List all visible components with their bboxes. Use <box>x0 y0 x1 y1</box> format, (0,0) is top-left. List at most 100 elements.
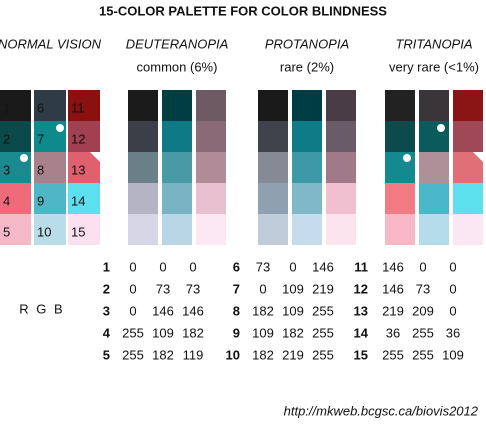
swatch <box>68 214 100 245</box>
swatch <box>162 90 192 121</box>
color-index: 1 <box>103 259 110 274</box>
color-index: 5 <box>103 347 110 362</box>
swatch <box>326 183 356 214</box>
swatch <box>34 90 66 121</box>
rgb-value: 0 <box>129 259 136 274</box>
color-index: 13 <box>354 303 368 318</box>
swatch <box>162 214 192 245</box>
color-index: 10 <box>226 347 240 362</box>
swatch-label: 4 <box>3 193 10 208</box>
marker-dot <box>20 154 28 162</box>
swatch <box>385 121 415 152</box>
rgb-value: 73 <box>156 281 170 296</box>
rgb-value: 209 <box>412 303 434 318</box>
rgb-value: 0 <box>259 281 266 296</box>
marker-dot <box>437 124 445 132</box>
swatch <box>196 90 226 121</box>
title: 15-COLOR PALETTE FOR COLOR BLINDNESS <box>99 3 387 18</box>
swatch <box>292 183 322 214</box>
rgb-value: 146 <box>382 259 404 274</box>
rgb-value: 255 <box>122 347 144 362</box>
rgb-value: 255 <box>312 303 334 318</box>
swatch <box>258 214 288 245</box>
color-index: 9 <box>233 325 240 340</box>
swatch <box>128 183 158 214</box>
swatch-label: 8 <box>37 162 44 177</box>
color-index: 4 <box>103 325 111 340</box>
color-index: 8 <box>233 303 240 318</box>
swatch-label: 10 <box>37 224 51 239</box>
swatch <box>453 90 483 121</box>
swatch <box>68 121 100 152</box>
marker-triangle <box>90 152 100 162</box>
swatch <box>419 183 449 214</box>
rgb-value: 0 <box>129 281 136 296</box>
color-index: 6 <box>233 259 240 274</box>
swatch <box>68 152 100 183</box>
color-index: 3 <box>103 303 110 318</box>
rgb-value: 146 <box>382 281 404 296</box>
swatch-label: 3 <box>3 162 10 177</box>
rgb-value: 0 <box>289 259 296 274</box>
swatch <box>292 90 322 121</box>
rgb-value: 255 <box>312 347 334 362</box>
swatch <box>196 183 226 214</box>
panel-heading: TRITANOPIA <box>395 36 472 51</box>
swatch <box>385 183 415 214</box>
swatch-label: 15 <box>71 224 85 239</box>
swatch <box>34 183 66 214</box>
swatch <box>258 121 288 152</box>
rgb-value: 146 <box>182 303 204 318</box>
rgb-value: 255 <box>382 347 404 362</box>
rgb-value: 109 <box>442 347 464 362</box>
swatch <box>0 121 31 152</box>
swatch-label: 9 <box>37 193 44 208</box>
swatch-label: 7 <box>37 131 44 146</box>
rgb-value: 182 <box>252 347 274 362</box>
swatch <box>128 214 158 245</box>
rgb-value: 109 <box>282 303 304 318</box>
swatch <box>326 121 356 152</box>
swatch <box>292 152 322 183</box>
swatch <box>453 183 483 214</box>
rgb-value: 255 <box>412 325 434 340</box>
panel-subtitle: rare (2%) <box>280 59 334 74</box>
rgb-value: 0 <box>129 303 136 318</box>
swatch <box>196 152 226 183</box>
swatch <box>128 152 158 183</box>
rgb-value: 119 <box>183 347 204 362</box>
marker-dot <box>56 124 64 132</box>
rgb-value: 182 <box>252 303 274 318</box>
url: http://mkweb.bcgsc.ca/biovis2012 <box>284 403 479 418</box>
rgb-value: 182 <box>152 347 174 362</box>
swatch <box>128 121 158 152</box>
swatch <box>258 183 288 214</box>
panel-heading: DEUTERANOPIA <box>126 36 229 51</box>
rgb-value: 0 <box>159 259 166 274</box>
swatch <box>419 90 449 121</box>
rgb-value: 255 <box>122 325 144 340</box>
rgb-value: 182 <box>182 325 204 340</box>
color-index: 2 <box>103 281 110 296</box>
swatch <box>385 90 415 121</box>
rgb-value: 36 <box>446 325 460 340</box>
swatch-label: 12 <box>71 131 85 146</box>
swatch <box>419 152 449 183</box>
swatch <box>0 183 31 214</box>
swatch <box>419 214 449 245</box>
panel-heading: PROTANOPIA <box>265 36 349 51</box>
swatch <box>453 152 483 183</box>
rgb-value: 146 <box>152 303 174 318</box>
swatch <box>162 152 192 183</box>
rgb-value: 36 <box>386 325 400 340</box>
rgb-value: 182 <box>282 325 304 340</box>
color-index: 14 <box>354 325 369 340</box>
swatch <box>162 183 192 214</box>
swatch <box>419 121 449 152</box>
rgb-value: 109 <box>152 325 174 340</box>
swatch-label: 2 <box>3 131 10 146</box>
swatch-label: 13 <box>71 162 85 177</box>
swatch <box>326 152 356 183</box>
swatch-label: 11 <box>71 100 85 115</box>
